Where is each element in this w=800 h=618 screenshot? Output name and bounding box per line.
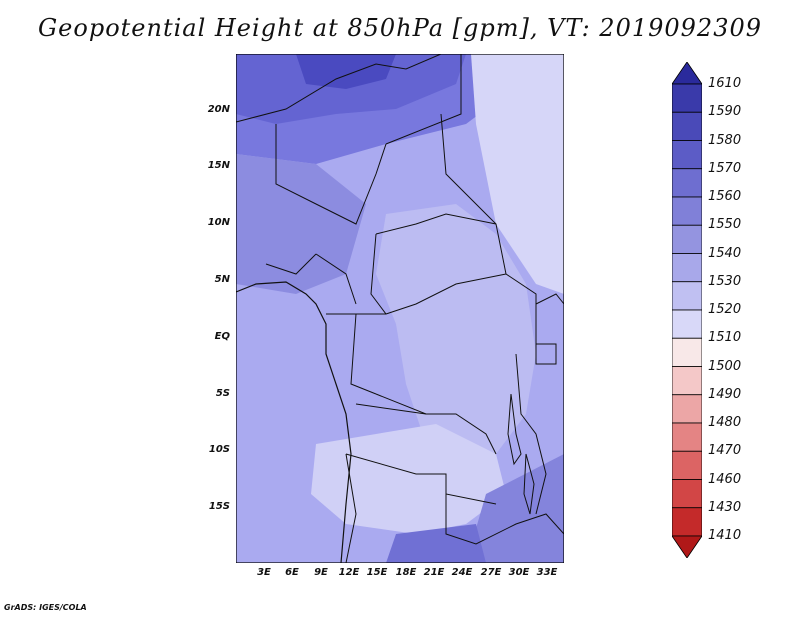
colorbar-label: 1560 (708, 189, 742, 204)
lake-victoria (535, 343, 557, 365)
x-tick-label-24e: 24E (451, 567, 473, 578)
contour-1560-south (386, 524, 486, 563)
colorbar-segment (672, 253, 702, 283)
contour-1520-northeast (471, 54, 564, 294)
y-tick-label-20n: 20N (207, 104, 230, 115)
colorbar-label: 1570 (708, 160, 742, 176)
y-tick-label-10s: 10S (208, 444, 230, 455)
x-tick-label-21e: 21E (423, 567, 445, 578)
y-tick-label-15n: 15N (207, 160, 230, 171)
x-tick-label-27e: 27E (480, 567, 502, 578)
colorbar-label: 1510 (708, 330, 742, 346)
colorbar-label: 1410 (708, 528, 742, 543)
colorbar-label: 1540 (708, 245, 742, 261)
map-panel (236, 54, 564, 563)
grads-credit: GrADS: IGES/COLA (4, 603, 87, 612)
geopotential-map (236, 54, 564, 563)
country-borders (236, 54, 564, 563)
x-tick-label-30e: 30E (508, 567, 530, 578)
colorbar-bottom-triangle (672, 535, 702, 558)
contour-1550-west (236, 154, 366, 294)
x-tick-label-15e: 15E (366, 567, 388, 578)
colorbar (672, 62, 702, 558)
colorbar-segment (672, 422, 702, 452)
coastline-west (236, 281, 352, 563)
colorbar-segment (672, 394, 702, 424)
colorbar-segment (672, 111, 702, 141)
colorbar-label: 1490 (708, 386, 742, 402)
contour-1570 (236, 54, 466, 124)
lake-malawi (523, 453, 535, 515)
x-tick-label-6e: 6E (285, 567, 299, 578)
colorbar-segment (672, 168, 702, 198)
colorbar-label: 1480 (708, 415, 742, 430)
y-tick-label-5s: 5S (215, 388, 230, 399)
colorbar-segment (672, 337, 702, 367)
colorbar-label: 1550 (708, 217, 742, 233)
y-tick-label-eq: EQ (214, 331, 230, 342)
contour-1550-southeast (466, 454, 564, 563)
colorbar-label: 1470 (708, 443, 742, 459)
colorbar-label: 1430 (708, 499, 742, 515)
colorbar-label: 1610 (708, 76, 742, 91)
colorbar-label: 1580 (708, 132, 742, 148)
contour-1580 (296, 54, 396, 89)
contour-1530-central (376, 204, 536, 474)
x-tick-label-18e: 18E (395, 567, 417, 578)
x-tick-label-12e: 12E (338, 567, 360, 578)
colorbar-segment (672, 224, 702, 254)
colorbar-segment (672, 450, 702, 480)
y-tick-label-5n: 5N (214, 274, 230, 285)
colorbar-segment (672, 196, 702, 226)
colorbar-top-triangle (672, 62, 702, 85)
colorbar-segment (672, 140, 702, 170)
colorbar-segment (672, 366, 702, 396)
colorbar-label: 1500 (708, 358, 742, 374)
colorbar-segment (672, 83, 702, 113)
map-title: Geopotential Height at 850hPa [gpm], VT:… (38, 14, 762, 42)
colorbar-label: 1520 (708, 302, 742, 317)
colorbar-label: 1530 (708, 273, 742, 289)
x-tick-label-9e: 9E (314, 567, 328, 578)
lake-tanganyika (507, 393, 522, 466)
colorbar-label: 1460 (708, 471, 742, 487)
x-tick-label-3e: 3E (257, 567, 271, 578)
y-tick-label-10n: 10N (207, 217, 230, 228)
contour-1520-south (311, 424, 506, 534)
x-tick-label-33e: 33E (536, 567, 558, 578)
colorbar-segment (672, 281, 702, 311)
colorbar-segment (672, 309, 702, 339)
colorbar-segment (672, 507, 702, 537)
y-tick-label-15s: 15S (208, 501, 230, 512)
colorbar-label: 1590 (708, 104, 742, 120)
colorbar-segment (672, 479, 702, 509)
